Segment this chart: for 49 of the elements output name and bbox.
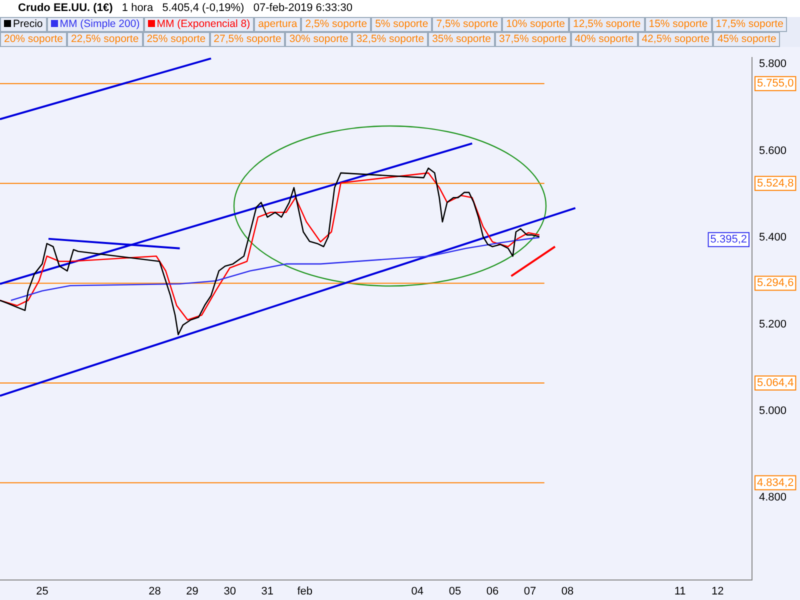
- x-tick-label: 12: [711, 586, 724, 598]
- y-tick-label: 5.200: [759, 318, 787, 330]
- text: 35% soporte: [428, 32, 496, 47]
- chart-title: Crudo EE.UU. (1€): [18, 2, 113, 14]
- x-tick-label: 11: [674, 586, 686, 598]
- x-tick-label: 30: [224, 586, 236, 598]
- y-tick-label: 5.600: [759, 144, 787, 157]
- x-tick-label: 05: [448, 586, 462, 598]
- legend-label: MM (Exponencial 8): [144, 17, 254, 32]
- x-tick-label: 29: [186, 586, 198, 598]
- text: apertura: [254, 17, 302, 32]
- text: 22,5% soporte: [66, 32, 143, 47]
- ref-line-label: 5.294,6: [757, 277, 794, 290]
- y-tick-label: 5.400: [759, 232, 787, 244]
- ref-line-label: 4.834,2: [757, 476, 794, 489]
- text: 40% soporte: [570, 32, 638, 47]
- text: 10% soporte: [502, 17, 570, 32]
- text: 32,5% soporte: [352, 32, 428, 47]
- y-tick-label: 5.800: [759, 58, 787, 70]
- text: 7,5% soporte: [432, 17, 502, 32]
- text: 27,5% soporte: [210, 32, 286, 47]
- x-tick-label: 31: [261, 586, 274, 598]
- x-tick-label: feb: [297, 586, 313, 598]
- ref-line-label: 5.524,8: [757, 177, 794, 190]
- text: 5% soporte: [371, 17, 432, 32]
- chart-subtitle: 1 hora 5.405,4 (-0,19%) 07-feb-2019 6:33:30: [122, 2, 352, 14]
- x-tick-label: 07: [524, 586, 536, 598]
- text: 42,5% soporte: [638, 32, 714, 47]
- annotation: 5.395,2: [710, 234, 747, 246]
- y-tick-label: 4.800: [759, 492, 787, 504]
- y-tick-label: 5.000: [759, 404, 787, 417]
- text: 37,5% soporte: [495, 32, 571, 47]
- text: 20% soporte: [0, 32, 67, 47]
- text: 12,5% soporte: [569, 17, 645, 32]
- ref-line-label: 5.064,4: [757, 377, 794, 390]
- legend-label: Precio: [0, 17, 47, 32]
- x-tick-label: 28: [148, 586, 161, 598]
- text: 17,5% soporte: [712, 17, 788, 32]
- ref-line-label: 5.755,0: [757, 78, 794, 90]
- x-tick-label: 04: [411, 586, 424, 598]
- text: 30% soporte: [285, 32, 352, 47]
- text: 2,5% soporte: [301, 17, 372, 32]
- text: 25% soporte: [142, 32, 210, 47]
- x-tick-label: 08: [561, 586, 574, 598]
- text: 15% soporte: [644, 17, 712, 32]
- x-tick-label: 25: [36, 586, 48, 598]
- text: 45% soporte: [713, 32, 780, 47]
- x-tick-label: 06: [486, 586, 499, 598]
- legend-label: MM (Simple 200): [46, 17, 144, 32]
